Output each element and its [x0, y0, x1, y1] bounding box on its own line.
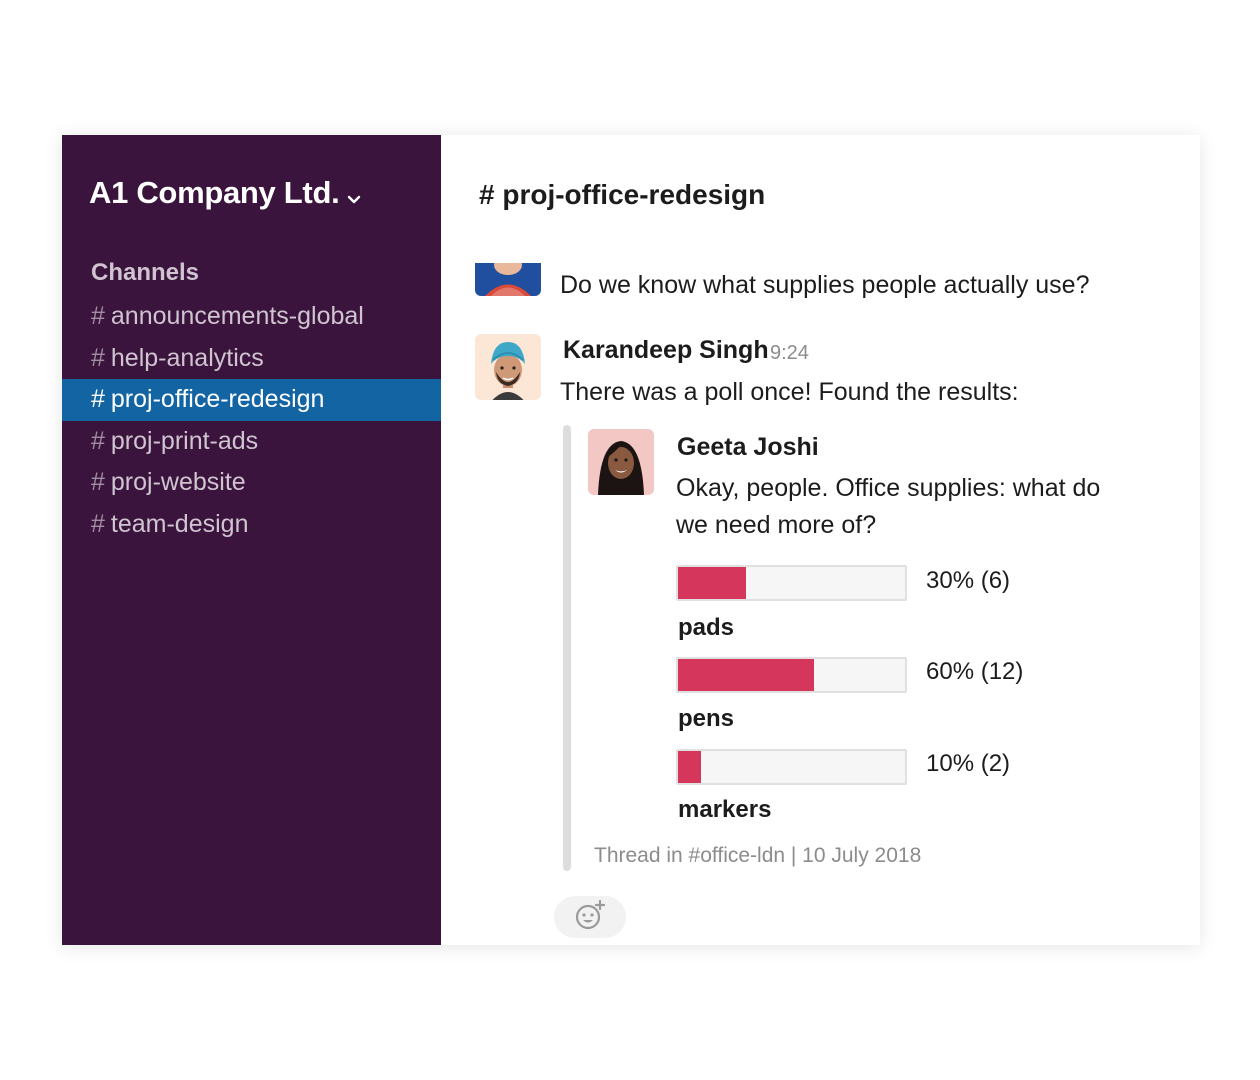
message-text: There was a poll once! Found the results… [560, 378, 1019, 406]
channel-name: proj-office-redesign [110, 385, 325, 414]
post-author[interactable]: Geeta Joshi [677, 433, 819, 461]
channel-name: announcements-global [110, 302, 364, 331]
sidebar-item-team-design[interactable]: # team-design [62, 504, 441, 546]
poll-result: 60% (12) [926, 658, 1024, 685]
post-text-line-2: we need more of? [676, 511, 877, 539]
workspace-switcher[interactable]: A1 Company Ltd. [89, 173, 361, 213]
channel-name: team-design [110, 509, 249, 538]
poll-option-label: pads [678, 614, 735, 641]
hash-icon: # [91, 468, 105, 497]
workspace-name: A1 Company Ltd. [89, 175, 340, 210]
hash-icon: # [91, 385, 105, 414]
poll-bar-fill [678, 567, 747, 599]
poll-option-label: markers [678, 796, 772, 823]
poll-bar [676, 749, 907, 785]
sidebar-item-proj-office-redesign[interactable]: # proj-office-redesign [62, 379, 441, 421]
hash-icon: # [91, 343, 105, 372]
sidebar-item-proj-print-ads[interactable]: # proj-print-ads [62, 421, 441, 463]
hash-icon: # [91, 509, 105, 538]
avatar[interactable] [475, 334, 541, 400]
poll-result: 10% (2) [926, 750, 1011, 777]
add-reaction-button[interactable] [554, 896, 626, 938]
channels-header[interactable]: Channels [91, 259, 200, 286]
message-pane: # proj-office-redesign Do we know what s… [441, 135, 1200, 945]
channel-name: proj-website [110, 468, 246, 497]
message-author[interactable]: Karandeep Singh [563, 336, 769, 364]
channel-title: # proj-office-redesign [479, 179, 766, 210]
message-text: Do we know what supplies people actually… [560, 271, 1090, 299]
sidebar-item-help-analytics[interactable]: # help-analytics [62, 338, 441, 380]
chevron-down-icon [347, 177, 361, 213]
poll-bar-fill [678, 659, 815, 691]
hash-icon: # [91, 302, 105, 331]
add-reaction-icon [573, 899, 607, 936]
poll-bar-fill [678, 751, 701, 783]
quote-bar [563, 425, 571, 871]
poll-bar [676, 565, 907, 601]
avatar[interactable] [588, 429, 654, 495]
poll-result: 30% (6) [926, 567, 1011, 594]
channel-name: proj-print-ads [110, 426, 259, 455]
sidebar-item-announcements-global[interactable]: # announcements-global [62, 296, 441, 338]
poll-bar [676, 657, 907, 693]
channel-name: help-analytics [110, 343, 264, 372]
channel-list: # announcements-global # help-analytics … [62, 296, 441, 545]
message-timestamp[interactable]: 9:24 [770, 342, 809, 364]
thread-link[interactable]: Thread in #office-ldn | 10 July 2018 [594, 844, 922, 867]
sidebar: A1 Company Ltd. Channels # announcements… [62, 135, 441, 945]
app-window: A1 Company Ltd. Channels # announcements… [62, 135, 1200, 945]
avatar[interactable] [475, 263, 541, 296]
post-text-line-1: Okay, people. Office supplies: what do [676, 474, 1101, 502]
hash-icon: # [91, 426, 105, 455]
sidebar-item-proj-website[interactable]: # proj-website [62, 462, 441, 504]
poll-option-label: pens [678, 705, 735, 732]
